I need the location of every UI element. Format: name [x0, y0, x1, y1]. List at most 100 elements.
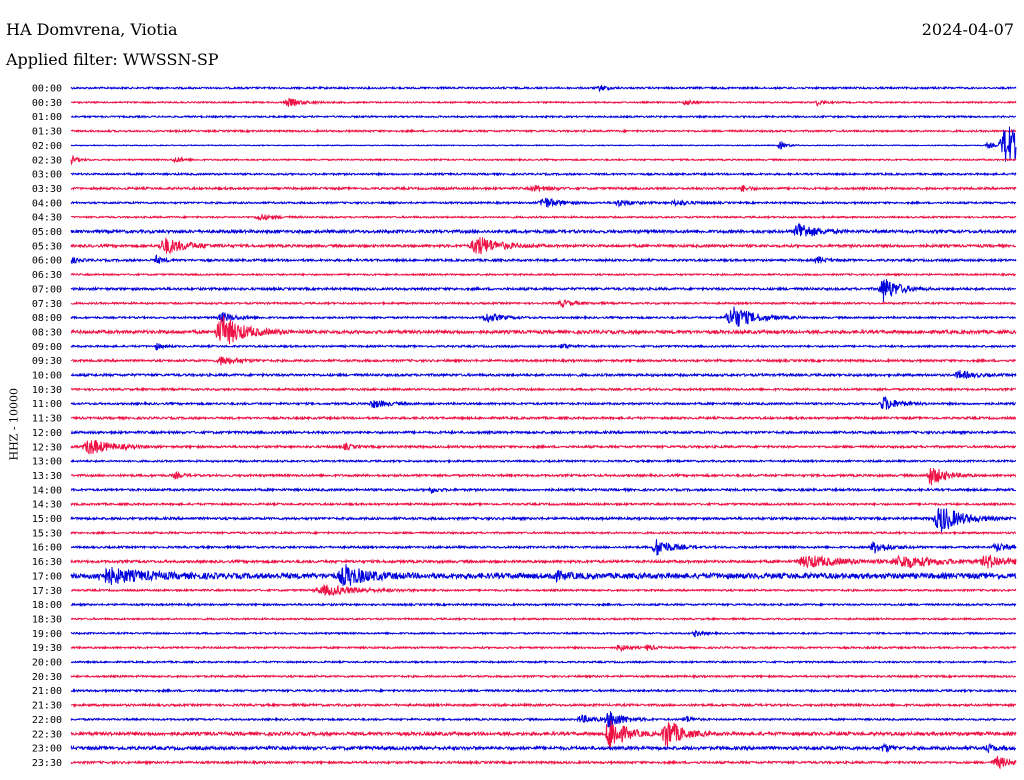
seismic-trace — [70, 222, 1017, 237]
time-label: 18:30 — [32, 614, 62, 625]
seismic-trace — [70, 236, 1017, 255]
trace-row: 23:30 — [32, 755, 1017, 770]
filter-label: Applied filter: WWSSN-SP — [6, 50, 219, 69]
time-label: 09:30 — [32, 356, 62, 367]
seismic-trace — [70, 720, 1017, 748]
trace-row: 19:30 — [32, 643, 1017, 654]
trace-row: 06:00 — [32, 254, 1017, 267]
trace-row: 00:00 — [32, 84, 1017, 95]
time-label: 16:30 — [32, 557, 62, 568]
trace-row: 22:00 — [32, 711, 1017, 729]
time-label: 13:00 — [32, 457, 62, 468]
trace-row: 02:30 — [32, 154, 1017, 166]
date-label: 2024-04-07 — [921, 20, 1014, 39]
seismic-trace — [70, 439, 1017, 455]
time-label: 21:30 — [32, 701, 62, 712]
trace-row: 16:00 — [32, 539, 1017, 556]
time-label: 12:00 — [32, 428, 62, 439]
seismic-trace — [70, 315, 1017, 345]
seismic-trace — [70, 687, 1017, 694]
time-label: 02:30 — [32, 155, 62, 166]
trace-row: 23:00 — [32, 742, 1017, 755]
seismic-trace — [71, 539, 1017, 556]
seismic-trace — [70, 629, 1017, 638]
time-label: 05:00 — [32, 227, 62, 238]
trace-row: 04:30 — [32, 213, 1017, 224]
trace-row: 01:30 — [32, 127, 1017, 138]
time-label: 04:30 — [32, 213, 62, 224]
seismic-trace — [70, 486, 1016, 495]
trace-row: 10:00 — [32, 370, 1017, 382]
trace-row: 16:30 — [32, 554, 1017, 569]
trace-row: 18:30 — [32, 614, 1017, 625]
trace-row: 09:30 — [32, 355, 1017, 367]
seismic-trace — [70, 184, 1017, 193]
trace-row: 07:00 — [32, 279, 1017, 303]
time-label: 19:30 — [32, 643, 62, 654]
seismic-trace — [70, 644, 1017, 653]
seismic-trace — [70, 673, 1016, 679]
time-label: 16:00 — [32, 543, 62, 554]
trace-row: 11:30 — [32, 414, 1017, 425]
time-label: 15:00 — [32, 514, 62, 525]
time-label: 00:00 — [32, 84, 62, 95]
trace-row: 12:30 — [32, 439, 1017, 455]
time-label: 02:00 — [32, 141, 62, 152]
time-label: 06:30 — [32, 270, 62, 281]
trace-row: 11:00 — [32, 395, 1017, 410]
seismic-trace — [70, 711, 1017, 729]
trace-row: 03:00 — [32, 170, 1017, 181]
trace-row: 06:30 — [32, 270, 1016, 281]
trace-row: 08:00 — [32, 306, 1017, 327]
seismic-trace — [70, 154, 1017, 166]
trace-row: 09:00 — [32, 342, 1017, 353]
trace-row: 05:30 — [32, 236, 1017, 255]
seismic-trace — [70, 659, 1017, 665]
seismic-trace — [70, 128, 1017, 134]
seismic-trace — [70, 584, 1017, 597]
trace-row: 20:30 — [32, 672, 1016, 683]
time-label: 03:00 — [32, 170, 62, 181]
seismic-trace — [70, 564, 1017, 586]
trace-row: 07:30 — [32, 299, 1017, 310]
time-label: 03:30 — [32, 184, 62, 195]
time-label: 05:30 — [32, 241, 62, 252]
time-label: 20:30 — [32, 672, 62, 683]
time-label: 07:00 — [32, 284, 62, 295]
seismic-trace — [70, 458, 1017, 464]
time-label: 14:30 — [32, 500, 62, 511]
trace-row: 21:30 — [32, 701, 1017, 712]
trace-row: 12:00 — [32, 428, 1017, 439]
seismic-trace — [70, 279, 1017, 303]
trace-row: 04:00 — [32, 197, 1017, 209]
time-label: 18:00 — [32, 600, 62, 611]
trace-row: 15:30 — [32, 528, 1017, 539]
time-label: 15:30 — [32, 528, 62, 539]
trace-row: 18:00 — [32, 600, 1017, 611]
trace-row: 02:00 — [32, 126, 1017, 162]
trace-row: 15:00 — [32, 508, 1017, 533]
time-label: 12:30 — [32, 442, 62, 453]
seismic-trace — [70, 429, 1017, 436]
seismic-trace — [70, 467, 1017, 486]
seismic-trace — [70, 272, 1016, 277]
time-label: 23:00 — [32, 744, 62, 755]
trace-row: 13:30 — [32, 467, 1017, 486]
time-label: 21:00 — [32, 686, 62, 697]
time-label: 11:30 — [32, 414, 62, 425]
seismic-trace — [70, 171, 1017, 177]
seismic-trace — [70, 85, 1017, 93]
seismic-trace — [70, 395, 1017, 410]
trace-row: 20:00 — [32, 658, 1017, 669]
seismic-trace — [70, 742, 1017, 754]
seismic-trace — [70, 306, 1017, 327]
time-label: 22:00 — [32, 715, 62, 726]
trace-row: 22:30 — [32, 720, 1017, 748]
seismic-trace — [70, 554, 1017, 569]
time-label: 14:00 — [32, 485, 62, 496]
time-label: 10:30 — [32, 385, 62, 396]
time-label: 06:00 — [32, 256, 62, 267]
seismic-trace — [70, 530, 1017, 536]
seismic-trace — [70, 299, 1017, 309]
